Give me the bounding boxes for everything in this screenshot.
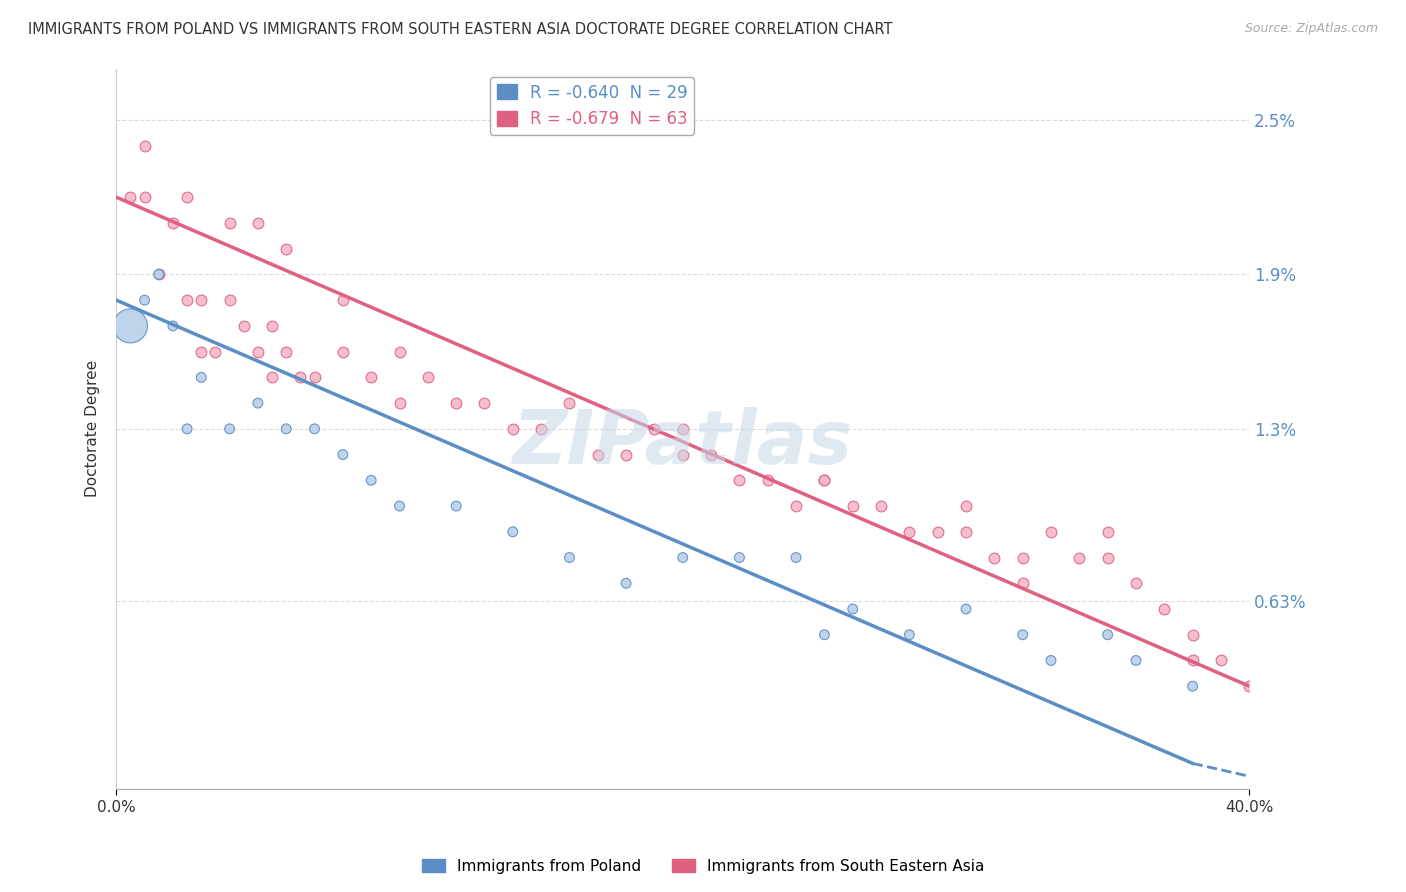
Text: Source: ZipAtlas.com: Source: ZipAtlas.com: [1244, 22, 1378, 36]
Point: [388, 499, 411, 513]
Point: [1181, 628, 1204, 642]
Point: [134, 138, 156, 153]
Point: [360, 370, 382, 384]
Point: [332, 344, 354, 359]
Point: [246, 344, 269, 359]
Point: [1097, 524, 1119, 539]
Point: [190, 344, 212, 359]
Point: [120, 318, 142, 333]
Point: [558, 396, 581, 410]
Point: [1125, 653, 1147, 667]
Point: [1011, 628, 1033, 642]
Point: [841, 602, 863, 616]
Point: [218, 293, 240, 307]
Legend: R = -0.640  N = 29, R = -0.679  N = 63: R = -0.640 N = 29, R = -0.679 N = 63: [489, 77, 695, 135]
Point: [388, 396, 411, 410]
Point: [813, 473, 835, 487]
Point: [1069, 550, 1091, 565]
Text: IMMIGRANTS FROM POLAND VS IMMIGRANTS FROM SOUTH EASTERN ASIA DOCTORATE DEGREE CO: IMMIGRANTS FROM POLAND VS IMMIGRANTS FRO…: [28, 22, 893, 37]
Point: [870, 499, 893, 513]
Point: [983, 550, 1005, 565]
Point: [614, 576, 637, 591]
Point: [614, 448, 637, 462]
Point: [474, 396, 496, 410]
Point: [1097, 550, 1119, 565]
Point: [955, 499, 977, 513]
Point: [162, 216, 184, 230]
Point: [276, 344, 298, 359]
Point: [728, 473, 751, 487]
Point: [148, 268, 170, 282]
Point: [1040, 653, 1063, 667]
Point: [416, 370, 439, 384]
Point: [162, 318, 184, 333]
Point: [290, 370, 312, 384]
Point: [190, 370, 212, 384]
Point: [898, 524, 921, 539]
Point: [304, 370, 326, 384]
Point: [176, 293, 198, 307]
Point: [120, 190, 142, 204]
Point: [276, 242, 298, 256]
Point: [204, 344, 226, 359]
Point: [218, 216, 240, 230]
Point: [898, 628, 921, 642]
Point: [1097, 628, 1119, 642]
Point: [1040, 524, 1063, 539]
Point: [276, 422, 298, 436]
Point: [927, 524, 949, 539]
Point: [502, 422, 524, 436]
Point: [672, 550, 695, 565]
Point: [785, 499, 807, 513]
Point: [1011, 576, 1033, 591]
Point: [643, 422, 665, 436]
Point: [586, 448, 609, 462]
Point: [955, 602, 977, 616]
Point: [785, 550, 807, 565]
Point: [530, 422, 553, 436]
Legend: Immigrants from Poland, Immigrants from South Eastern Asia: Immigrants from Poland, Immigrants from …: [416, 853, 990, 880]
Point: [360, 473, 382, 487]
Point: [672, 448, 695, 462]
Point: [260, 318, 283, 333]
Point: [1181, 653, 1204, 667]
Point: [190, 293, 212, 307]
Point: [558, 550, 581, 565]
Point: [672, 422, 695, 436]
Text: ZIPatlas: ZIPatlas: [513, 407, 853, 480]
Point: [1239, 679, 1261, 693]
Point: [1011, 550, 1033, 565]
Point: [148, 268, 170, 282]
Point: [246, 216, 269, 230]
Point: [134, 293, 156, 307]
Point: [218, 422, 240, 436]
Point: [955, 524, 977, 539]
Point: [841, 499, 863, 513]
Point: [1209, 653, 1232, 667]
Point: [502, 524, 524, 539]
Point: [1153, 602, 1175, 616]
Point: [246, 396, 269, 410]
Point: [134, 190, 156, 204]
Point: [260, 370, 283, 384]
Point: [332, 293, 354, 307]
Point: [700, 448, 723, 462]
Y-axis label: Doctorate Degree: Doctorate Degree: [86, 360, 100, 498]
Point: [813, 473, 835, 487]
Point: [232, 318, 254, 333]
Point: [444, 396, 467, 410]
Point: [728, 550, 751, 565]
Point: [756, 473, 779, 487]
Point: [1125, 576, 1147, 591]
Point: [1181, 679, 1204, 693]
Point: [176, 422, 198, 436]
Point: [813, 628, 835, 642]
Point: [304, 422, 326, 436]
Point: [388, 344, 411, 359]
Point: [176, 190, 198, 204]
Point: [444, 499, 467, 513]
Point: [332, 448, 354, 462]
